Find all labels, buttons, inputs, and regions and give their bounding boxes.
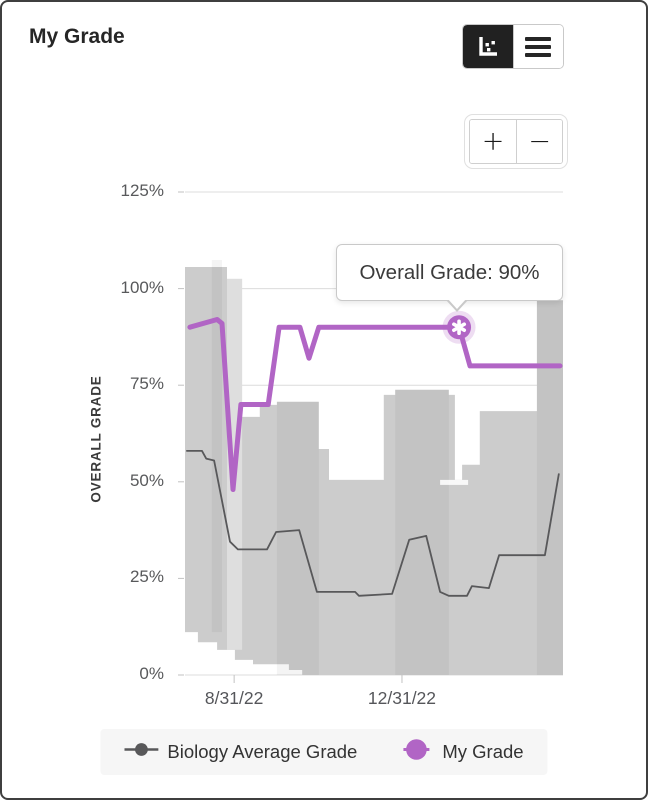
- chart-legend: Biology Average Grade My Grade: [100, 729, 548, 775]
- legend-item-my-grade[interactable]: My Grade: [399, 738, 524, 766]
- grade-point-halo: [442, 310, 476, 344]
- tooltip-text: Overall Grade: 90%: [359, 260, 540, 284]
- band-overlay: [211, 260, 222, 633]
- asterisk-icon: [452, 322, 467, 333]
- x-tick-label: 8/31/22: [204, 688, 264, 708]
- zoom-out-button[interactable]: −: [516, 120, 562, 163]
- legend-label: Biology Average Grade: [167, 741, 358, 762]
- zoom-controls: + −: [464, 114, 568, 169]
- band-overlay: [536, 300, 563, 675]
- series-biology-average-grade: [185, 449, 560, 597]
- legend-label: My Grade: [442, 741, 524, 762]
- grade-tooltip: Overall Grade: 90%: [336, 244, 563, 312]
- zoom-in-button[interactable]: +: [470, 120, 516, 163]
- band-overlay: [227, 278, 243, 650]
- table-view-button[interactable]: [512, 25, 563, 68]
- y-tick-label: 25%: [129, 567, 164, 587]
- y-tick-label: 125%: [120, 181, 164, 200]
- band-area: [185, 267, 563, 675]
- asterisk-icon: [452, 322, 467, 333]
- plus-icon: +: [481, 126, 505, 157]
- y-tick-label: 75%: [129, 374, 164, 394]
- y-axis-title: OVERALL GRADE: [88, 375, 104, 503]
- band-overlay: [276, 401, 319, 675]
- y-tick-label: 100%: [120, 277, 164, 297]
- my-grade-marker-icon: [399, 738, 433, 766]
- band-overlay: [395, 389, 449, 675]
- y-tick-label: 50%: [129, 470, 164, 490]
- page-title: My Grade: [29, 25, 125, 48]
- view-toggle: [462, 24, 564, 69]
- grade-point-marker[interactable]: [447, 315, 472, 340]
- list-icon: [525, 36, 552, 57]
- band-overlay: [440, 479, 469, 485]
- bar-chart-icon: [475, 33, 500, 61]
- y-tick-label: 0%: [139, 664, 164, 683]
- legend-item-biology-average[interactable]: Biology Average Grade: [124, 741, 357, 763]
- biology-average-marker-icon: [124, 741, 159, 763]
- minus-icon: −: [528, 126, 551, 157]
- chart-view-button[interactable]: [463, 25, 513, 68]
- series-my-grade: [187, 317, 563, 492]
- x-tick-label: 12/31/22: [367, 688, 437, 708]
